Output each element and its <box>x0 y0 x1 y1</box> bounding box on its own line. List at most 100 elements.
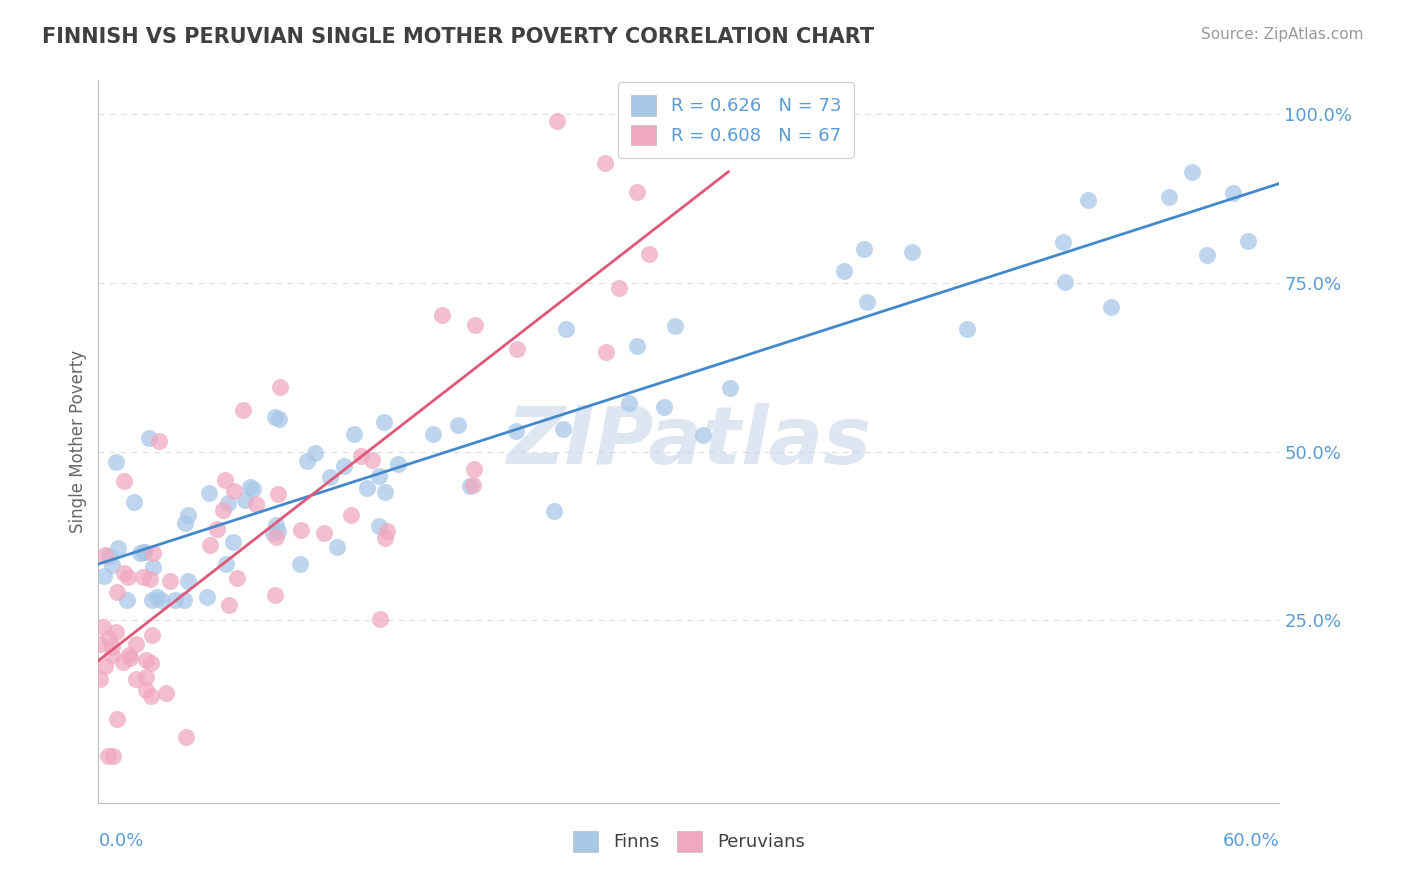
Point <box>546 113 568 128</box>
Point <box>101 640 124 655</box>
Point <box>93 569 115 583</box>
Point <box>1053 275 1076 289</box>
Point <box>105 712 128 726</box>
Point <box>832 264 855 278</box>
Point <box>343 427 366 442</box>
Point <box>374 532 396 546</box>
Point <box>135 682 157 697</box>
Point <box>139 572 162 586</box>
Legend: Finns, Peruvians: Finns, Peruvians <box>565 823 813 859</box>
Point <box>222 484 245 499</box>
Point <box>132 570 155 584</box>
Point <box>505 424 527 438</box>
Point <box>1052 235 1074 250</box>
Point <box>177 508 200 522</box>
Point <box>105 585 128 599</box>
Point <box>339 508 361 523</box>
Point <box>142 560 165 574</box>
Point <box>139 689 162 703</box>
Point <box>112 566 135 580</box>
Point <box>155 686 177 700</box>
Point <box>173 593 195 607</box>
Point <box>368 468 391 483</box>
Point <box>264 410 287 425</box>
Point <box>1077 193 1099 207</box>
Point <box>104 625 127 640</box>
Point <box>553 422 575 436</box>
Point <box>146 591 169 605</box>
Point <box>150 593 173 607</box>
Point <box>543 504 565 518</box>
Point <box>326 540 349 554</box>
Point <box>215 557 238 571</box>
Point <box>269 380 291 394</box>
Point <box>117 570 139 584</box>
Text: 60.0%: 60.0% <box>1223 831 1279 850</box>
Point <box>89 672 111 686</box>
Point <box>232 403 254 417</box>
Point <box>212 503 235 517</box>
Point <box>319 470 342 484</box>
Point <box>173 516 195 531</box>
Point <box>205 523 228 537</box>
Point <box>374 484 396 499</box>
Point <box>1197 248 1219 262</box>
Point <box>312 526 335 541</box>
Point <box>387 458 409 472</box>
Point <box>101 748 124 763</box>
Point <box>135 670 157 684</box>
Point <box>128 546 150 560</box>
Point <box>267 412 290 426</box>
Point <box>135 653 157 667</box>
Point <box>148 434 170 448</box>
Point <box>91 620 114 634</box>
Point <box>652 401 675 415</box>
Point <box>134 544 156 558</box>
Point <box>141 593 163 607</box>
Point <box>1101 300 1123 314</box>
Point <box>217 496 239 510</box>
Point <box>290 557 312 571</box>
Point <box>125 637 148 651</box>
Point <box>554 322 576 336</box>
Text: 0.0%: 0.0% <box>98 831 143 850</box>
Point <box>89 637 111 651</box>
Point <box>463 477 485 491</box>
Point <box>94 659 117 673</box>
Point <box>422 427 444 442</box>
Point <box>593 156 616 170</box>
Point <box>375 524 398 538</box>
Point <box>297 453 319 467</box>
Point <box>222 534 245 549</box>
Point <box>718 381 741 395</box>
Point <box>198 485 221 500</box>
Point <box>142 546 165 560</box>
Point <box>856 295 879 310</box>
Point <box>900 244 922 259</box>
Point <box>233 492 256 507</box>
Point <box>1237 234 1260 248</box>
Point <box>617 396 640 410</box>
Point <box>264 517 287 532</box>
Point <box>134 544 156 558</box>
Point <box>626 339 648 353</box>
Point <box>245 497 267 511</box>
Point <box>195 591 218 605</box>
Point <box>506 342 529 356</box>
Point <box>267 524 290 539</box>
Point <box>430 308 453 322</box>
Point <box>264 588 287 602</box>
Point <box>218 599 240 613</box>
Point <box>141 627 163 641</box>
Point <box>124 495 146 509</box>
Point <box>107 541 129 555</box>
Point <box>125 672 148 686</box>
Point <box>111 655 134 669</box>
Point <box>1157 190 1180 204</box>
Point <box>637 247 659 261</box>
Point <box>1181 165 1204 179</box>
Point <box>852 242 875 256</box>
Text: ZIPatlas: ZIPatlas <box>506 402 872 481</box>
Point <box>262 525 284 540</box>
Point <box>141 657 163 671</box>
